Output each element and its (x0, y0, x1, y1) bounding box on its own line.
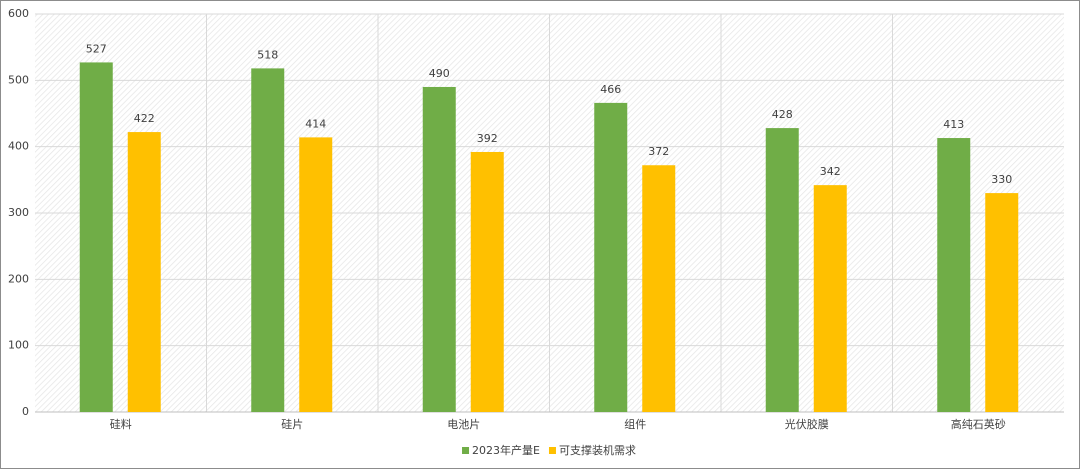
data-label: 372 (648, 145, 669, 158)
bar (79, 62, 113, 412)
data-label: 518 (257, 48, 278, 61)
bar (937, 138, 971, 412)
data-label: 413 (943, 118, 964, 131)
y-tick-label: 200 (8, 272, 29, 285)
data-label: 392 (477, 132, 498, 145)
x-tick-label: 电池片 (447, 418, 480, 431)
data-label: 330 (991, 173, 1012, 186)
bar (985, 193, 1019, 412)
data-label: 490 (429, 67, 450, 80)
y-tick-label: 100 (8, 339, 29, 352)
data-label: 527 (86, 42, 107, 55)
x-tick-label: 硅片 (281, 418, 303, 431)
data-label: 422 (134, 112, 155, 125)
y-tick-label: 300 (8, 206, 29, 219)
bar (299, 137, 333, 412)
x-tick-label: 高纯石英砂 (951, 417, 1006, 431)
data-label: 414 (305, 117, 326, 130)
bar (642, 165, 676, 412)
legend-label: 2023年产量E (472, 443, 540, 457)
bar (470, 151, 504, 412)
y-tick-label: 600 (8, 7, 29, 20)
y-tick-label: 500 (8, 73, 29, 86)
bar (422, 86, 456, 412)
data-label: 466 (600, 83, 621, 96)
x-tick-label: 硅料 (110, 417, 132, 431)
data-label: 428 (772, 108, 793, 121)
bar (251, 68, 285, 412)
x-tick-label: 光伏胶膜 (785, 417, 829, 431)
bar (594, 102, 628, 413)
y-tick-label: 400 (8, 140, 29, 153)
bar (765, 128, 799, 413)
x-tick-label: 组件 (624, 417, 646, 431)
legend-swatch (462, 447, 470, 454)
legend-swatch (548, 447, 556, 454)
y-tick-label: 0 (22, 405, 29, 418)
legend-label: 可支撑装机需求 (559, 443, 636, 457)
bar (813, 185, 847, 412)
data-label: 342 (820, 165, 841, 178)
bar (127, 132, 161, 412)
